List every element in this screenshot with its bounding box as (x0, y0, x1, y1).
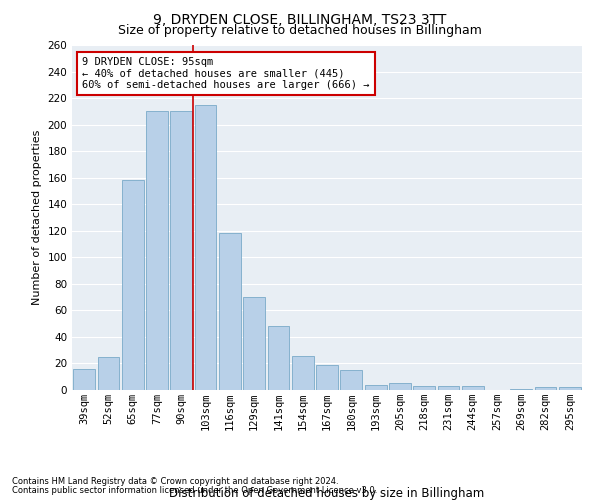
Bar (243, 297, 265, 390)
Bar (268, 326, 289, 390)
Bar (559, 388, 581, 390)
Bar (316, 365, 338, 390)
Text: Distribution of detached houses by size in Billingham: Distribution of detached houses by size … (169, 486, 485, 500)
Bar (462, 386, 484, 390)
Bar (146, 112, 168, 390)
Bar (511, 388, 532, 390)
Bar (292, 356, 314, 390)
Y-axis label: Number of detached properties: Number of detached properties (32, 130, 42, 305)
Bar (340, 370, 362, 390)
Bar (122, 180, 143, 390)
Bar (365, 384, 386, 390)
Bar (219, 234, 241, 390)
Text: Size of property relative to detached houses in Billingham: Size of property relative to detached ho… (118, 24, 482, 37)
Text: 9, DRYDEN CLOSE, BILLINGHAM, TS23 3TT: 9, DRYDEN CLOSE, BILLINGHAM, TS23 3TT (154, 12, 446, 26)
Bar (73, 369, 95, 390)
Bar (194, 104, 217, 390)
Text: Contains public sector information licensed under the Open Government Licence v3: Contains public sector information licen… (12, 486, 377, 495)
Bar (535, 388, 556, 390)
Bar (170, 112, 192, 390)
Bar (413, 386, 435, 390)
Text: 9 DRYDEN CLOSE: 95sqm
← 40% of detached houses are smaller (445)
60% of semi-det: 9 DRYDEN CLOSE: 95sqm ← 40% of detached … (82, 57, 370, 90)
Bar (389, 384, 411, 390)
Text: Contains HM Land Registry data © Crown copyright and database right 2024.: Contains HM Land Registry data © Crown c… (12, 477, 338, 486)
Bar (97, 357, 119, 390)
Bar (437, 386, 460, 390)
